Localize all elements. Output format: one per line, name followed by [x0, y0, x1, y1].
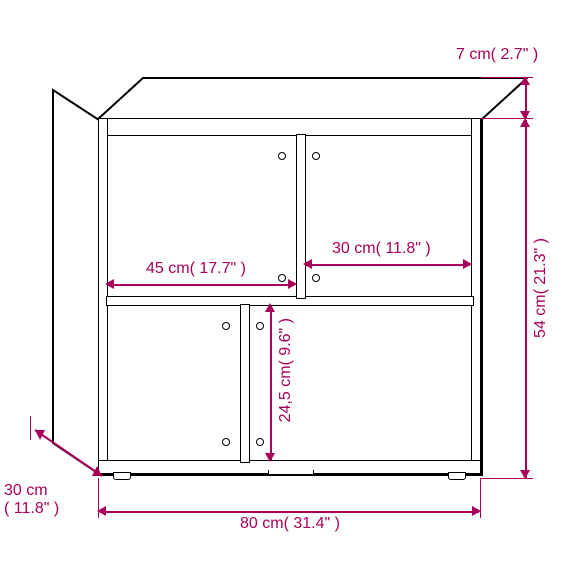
dim-245cm: [270, 306, 272, 460]
dim-30cm: [306, 264, 470, 266]
left-side-3d: [52, 76, 102, 476]
screw-hole: [256, 438, 264, 446]
dim-label-7cm: 7 cm( 2.7" ): [456, 46, 538, 64]
screw-hole: [312, 152, 320, 160]
screw-hole: [278, 274, 286, 282]
ext-line: [481, 77, 533, 78]
divider-upper: [296, 134, 306, 299]
dim-label-80cm: 80 cm( 31.4" ): [240, 515, 340, 533]
divider-lower: [240, 304, 250, 463]
screw-hole: [278, 152, 286, 160]
arrow-icon: [303, 259, 312, 269]
dim-label-245cm: 24,5 cm( 9.6" ): [277, 318, 295, 422]
screw-hole: [312, 274, 320, 282]
ext-line: [480, 478, 481, 518]
top-rail: [98, 118, 481, 136]
arrow-icon: [265, 453, 275, 462]
dim-45cm: [108, 284, 294, 286]
screw-hole: [222, 322, 230, 330]
screw-hole: [222, 438, 230, 446]
foot-right: [448, 472, 466, 480]
arrow-icon: [265, 303, 275, 312]
diagram-stage: { "type": "dimensioned-furniture-diagram…: [0, 0, 584, 584]
ext-line: [481, 478, 533, 479]
dim-label-30depth: 30 cm( 11.8" ): [4, 482, 59, 519]
arrow-icon: [288, 279, 297, 289]
mid-shelf: [106, 296, 474, 306]
dim-80cm: [100, 511, 479, 513]
arrow-icon: [105, 279, 114, 289]
front-notch: [268, 470, 314, 475]
screw-hole: [256, 322, 264, 330]
dim-54cm: [525, 120, 527, 478]
arrow-icon: [463, 259, 472, 269]
dim-label-45cm: 45 cm( 17.7" ): [146, 260, 246, 278]
dim-label-54cm: 54 cm( 21.3" ): [532, 238, 550, 338]
dim-label-30cm: 30 cm( 11.8" ): [332, 240, 431, 258]
ext-line: [30, 416, 31, 440]
top-panel-3d: [96, 77, 528, 121]
arrow-icon: [520, 118, 530, 127]
